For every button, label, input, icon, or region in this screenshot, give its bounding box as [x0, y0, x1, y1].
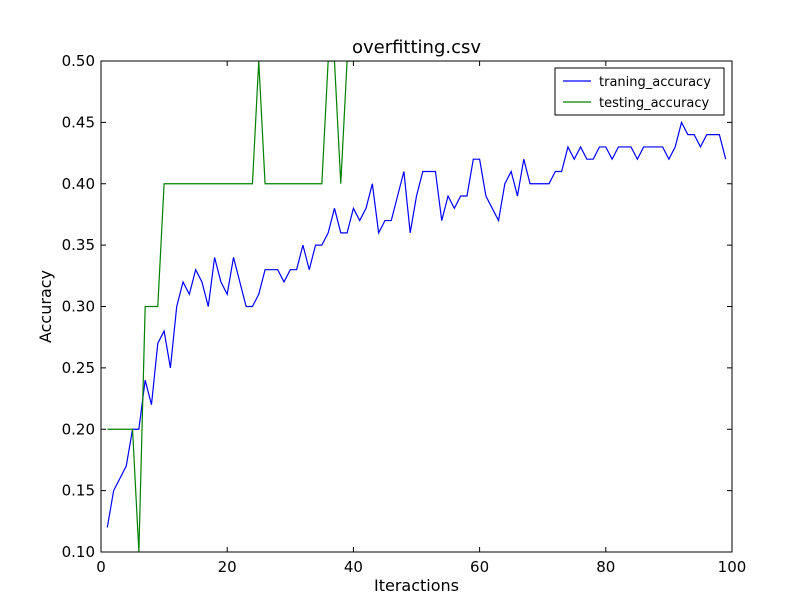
x-tick-label: 100: [718, 558, 747, 576]
y-tick-label: 0.50: [62, 52, 95, 70]
series-layer: [106, 61, 727, 552]
x-axis-label: Iteractions: [374, 576, 459, 595]
chart-title: overfitting.csv: [352, 37, 481, 58]
x-tick-label: 40: [344, 558, 363, 576]
x-tick-label: 60: [470, 558, 489, 576]
y-tick-label: 0.45: [62, 113, 95, 131]
ticks-layer: 0 20 40 60 80 100 0.10 0.15 0.20 0.25 0.30 0.35 0.40…: [62, 52, 747, 576]
legend-box: [554, 67, 725, 116]
y-tick-label: 0.25: [62, 359, 95, 377]
legend-label-training: traning_accuracy: [599, 75, 711, 90]
legend: traning_accuracy testing_accuracy: [554, 67, 725, 116]
y-tick-label: 0.35: [62, 236, 95, 254]
y-tick-label: 0.15: [62, 482, 95, 500]
y-tick-label: 0.40: [62, 175, 95, 193]
series-line-testing-accuracy: [107, 61, 360, 552]
y-tick-label: 0.30: [62, 298, 95, 316]
y-tick-label: 0.10: [62, 543, 95, 561]
x-tick-label: 20: [218, 558, 237, 576]
series-line-training-accuracy: [106, 120, 727, 528]
legend-label-testing: testing_accuracy: [599, 96, 710, 111]
plot-area: [101, 61, 732, 552]
y-axis-label: Accuracy: [36, 270, 55, 343]
x-tick-label: 80: [596, 558, 615, 576]
x-tick-label: 0: [96, 558, 106, 576]
y-tick-label: 0.20: [62, 420, 95, 438]
